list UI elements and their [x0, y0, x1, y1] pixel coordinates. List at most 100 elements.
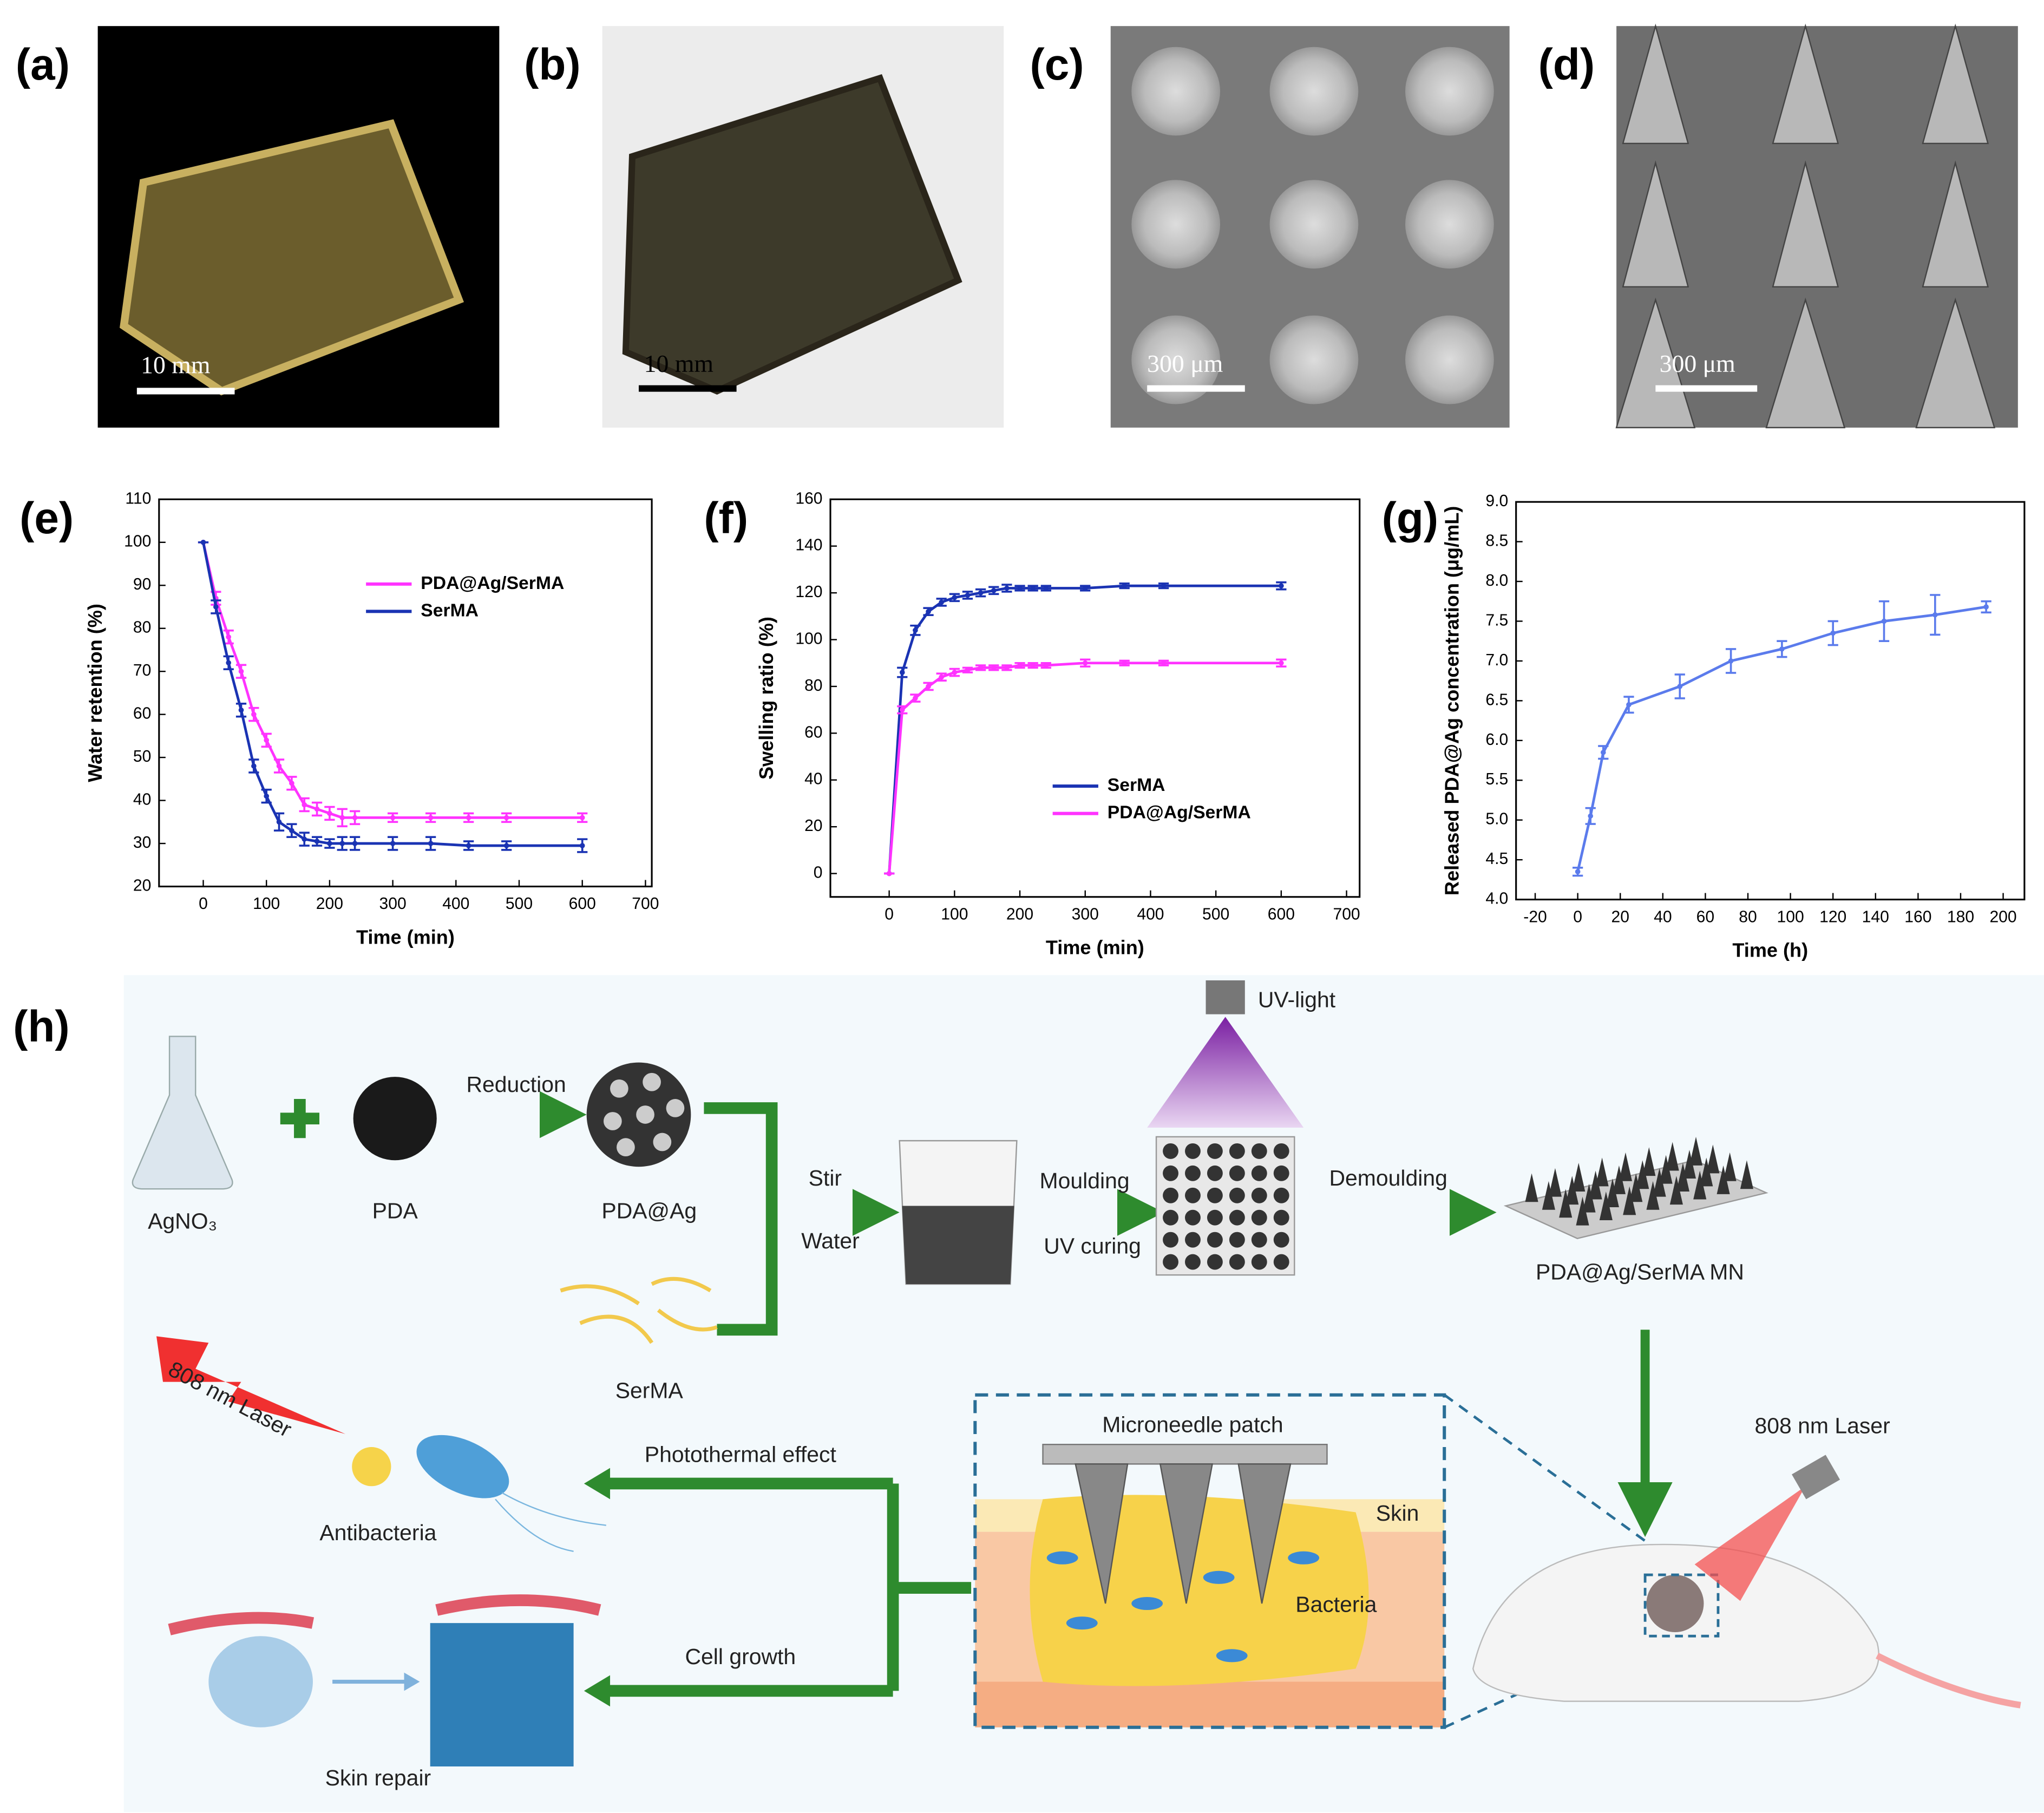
point — [213, 604, 219, 610]
point — [264, 737, 270, 743]
label: Stir — [809, 1166, 842, 1190]
y-tick-label: 0 — [814, 864, 823, 882]
x-tick-label: 700 — [1333, 905, 1360, 923]
arrow-head — [584, 1675, 611, 1707]
hole — [1185, 1165, 1201, 1181]
y-tick-label: 90 — [133, 575, 151, 593]
y-tick-label: 80 — [804, 677, 822, 695]
panel-label: (g) — [1382, 494, 1439, 543]
label: UV-light — [1258, 987, 1336, 1012]
photos: 10 mm 10 mm 300 μm 300 μm — [97, 23, 2018, 429]
y-tick-label: 7.0 — [1485, 651, 1508, 669]
y-tick-label: 160 — [795, 489, 822, 507]
y-tick-label: 6.5 — [1485, 691, 1508, 709]
flask — [132, 1036, 233, 1190]
panel-label: (b) — [524, 40, 581, 89]
point — [1983, 604, 1989, 610]
point — [952, 670, 958, 675]
x-tick-label: 0 — [885, 905, 894, 923]
panel-label: (h) — [13, 1002, 70, 1051]
hole — [1163, 1232, 1178, 1248]
x-tick-label: 60 — [1696, 908, 1714, 926]
hole — [1207, 1143, 1223, 1159]
label: Skin repair — [325, 1765, 431, 1790]
y-tick-label: 5.5 — [1485, 770, 1508, 788]
x-tick-label: 500 — [506, 895, 533, 913]
label: Skin — [1376, 1501, 1419, 1526]
patch-needles — [1075, 1463, 1292, 1604]
point — [339, 841, 345, 846]
hole — [1251, 1232, 1267, 1248]
y-tick-label: 7.5 — [1485, 611, 1508, 629]
scale-label: 10 mm — [644, 350, 713, 377]
point — [1082, 585, 1088, 591]
series-line — [888, 662, 1281, 874]
point — [466, 843, 471, 848]
hole — [1273, 1165, 1289, 1181]
panel-label: (e) — [19, 494, 74, 543]
y-tick-label: 20 — [804, 817, 822, 835]
point — [913, 627, 918, 633]
point — [302, 836, 307, 842]
point — [314, 806, 320, 812]
hole — [1251, 1254, 1267, 1270]
point — [1677, 684, 1683, 689]
needle — [1669, 1176, 1683, 1205]
point — [965, 667, 971, 673]
hole — [1163, 1165, 1178, 1181]
y-axis-title: Released PDA@Ag concentration (μg/mL) — [1441, 506, 1463, 895]
mn-needles — [1525, 1136, 1753, 1226]
y-tick-label: 50 — [133, 748, 151, 765]
tissue-layer — [975, 1681, 1445, 1727]
point — [503, 843, 509, 848]
bracket — [704, 1102, 778, 1336]
uv-lamp — [1206, 980, 1245, 1015]
y-tick-label: 80 — [133, 619, 151, 637]
arrow-head — [404, 1672, 420, 1691]
point — [428, 841, 434, 846]
x-axis-title: Time (min) — [1046, 937, 1144, 959]
hole — [1185, 1209, 1201, 1226]
needle — [1582, 1183, 1596, 1213]
plot-frame — [158, 498, 653, 888]
point — [939, 674, 945, 680]
point — [390, 815, 396, 821]
point — [1017, 585, 1023, 591]
label: AgNO₃ — [148, 1209, 217, 1234]
scheme-labels: UV-light AgNO₃ PDA Reduction PDA@Ag SerM… — [148, 987, 1890, 1790]
x-tick-label: 400 — [442, 895, 469, 913]
needle — [1559, 1189, 1573, 1218]
hole — [1251, 1165, 1267, 1181]
hole — [1273, 1187, 1289, 1203]
y-tick-label: 60 — [133, 705, 151, 723]
y-tick-label: 6.0 — [1485, 731, 1508, 749]
needle — [1653, 1168, 1666, 1197]
hole — [1163, 1254, 1178, 1270]
point — [1161, 583, 1167, 588]
hole — [1207, 1187, 1223, 1203]
mouse-tail — [1876, 1652, 2021, 1709]
point — [1030, 585, 1036, 591]
panel-label: (c) — [1030, 40, 1084, 89]
point — [1779, 646, 1785, 652]
bacteria — [1046, 1551, 1320, 1663]
nanoparticle — [352, 1447, 391, 1487]
needle — [1619, 1152, 1633, 1181]
point — [1881, 618, 1887, 624]
needle — [1740, 1160, 1753, 1189]
point — [1588, 813, 1594, 819]
x-tick-label: -20 — [1523, 908, 1547, 926]
x-axis-title: Time (h) — [1732, 939, 1808, 961]
x-tick-label: 300 — [1072, 905, 1099, 923]
hole — [1185, 1232, 1201, 1248]
vessels — [168, 1594, 601, 1635]
label: PDA@Ag/SerMA MN — [1536, 1260, 1744, 1285]
needle — [1682, 1149, 1696, 1179]
y-tick-label: 8.0 — [1485, 572, 1508, 590]
needle — [1723, 1152, 1737, 1181]
point — [1043, 585, 1049, 591]
ag-dots — [603, 1072, 685, 1157]
point — [289, 828, 294, 834]
point — [352, 841, 358, 846]
hole — [1163, 1143, 1178, 1159]
